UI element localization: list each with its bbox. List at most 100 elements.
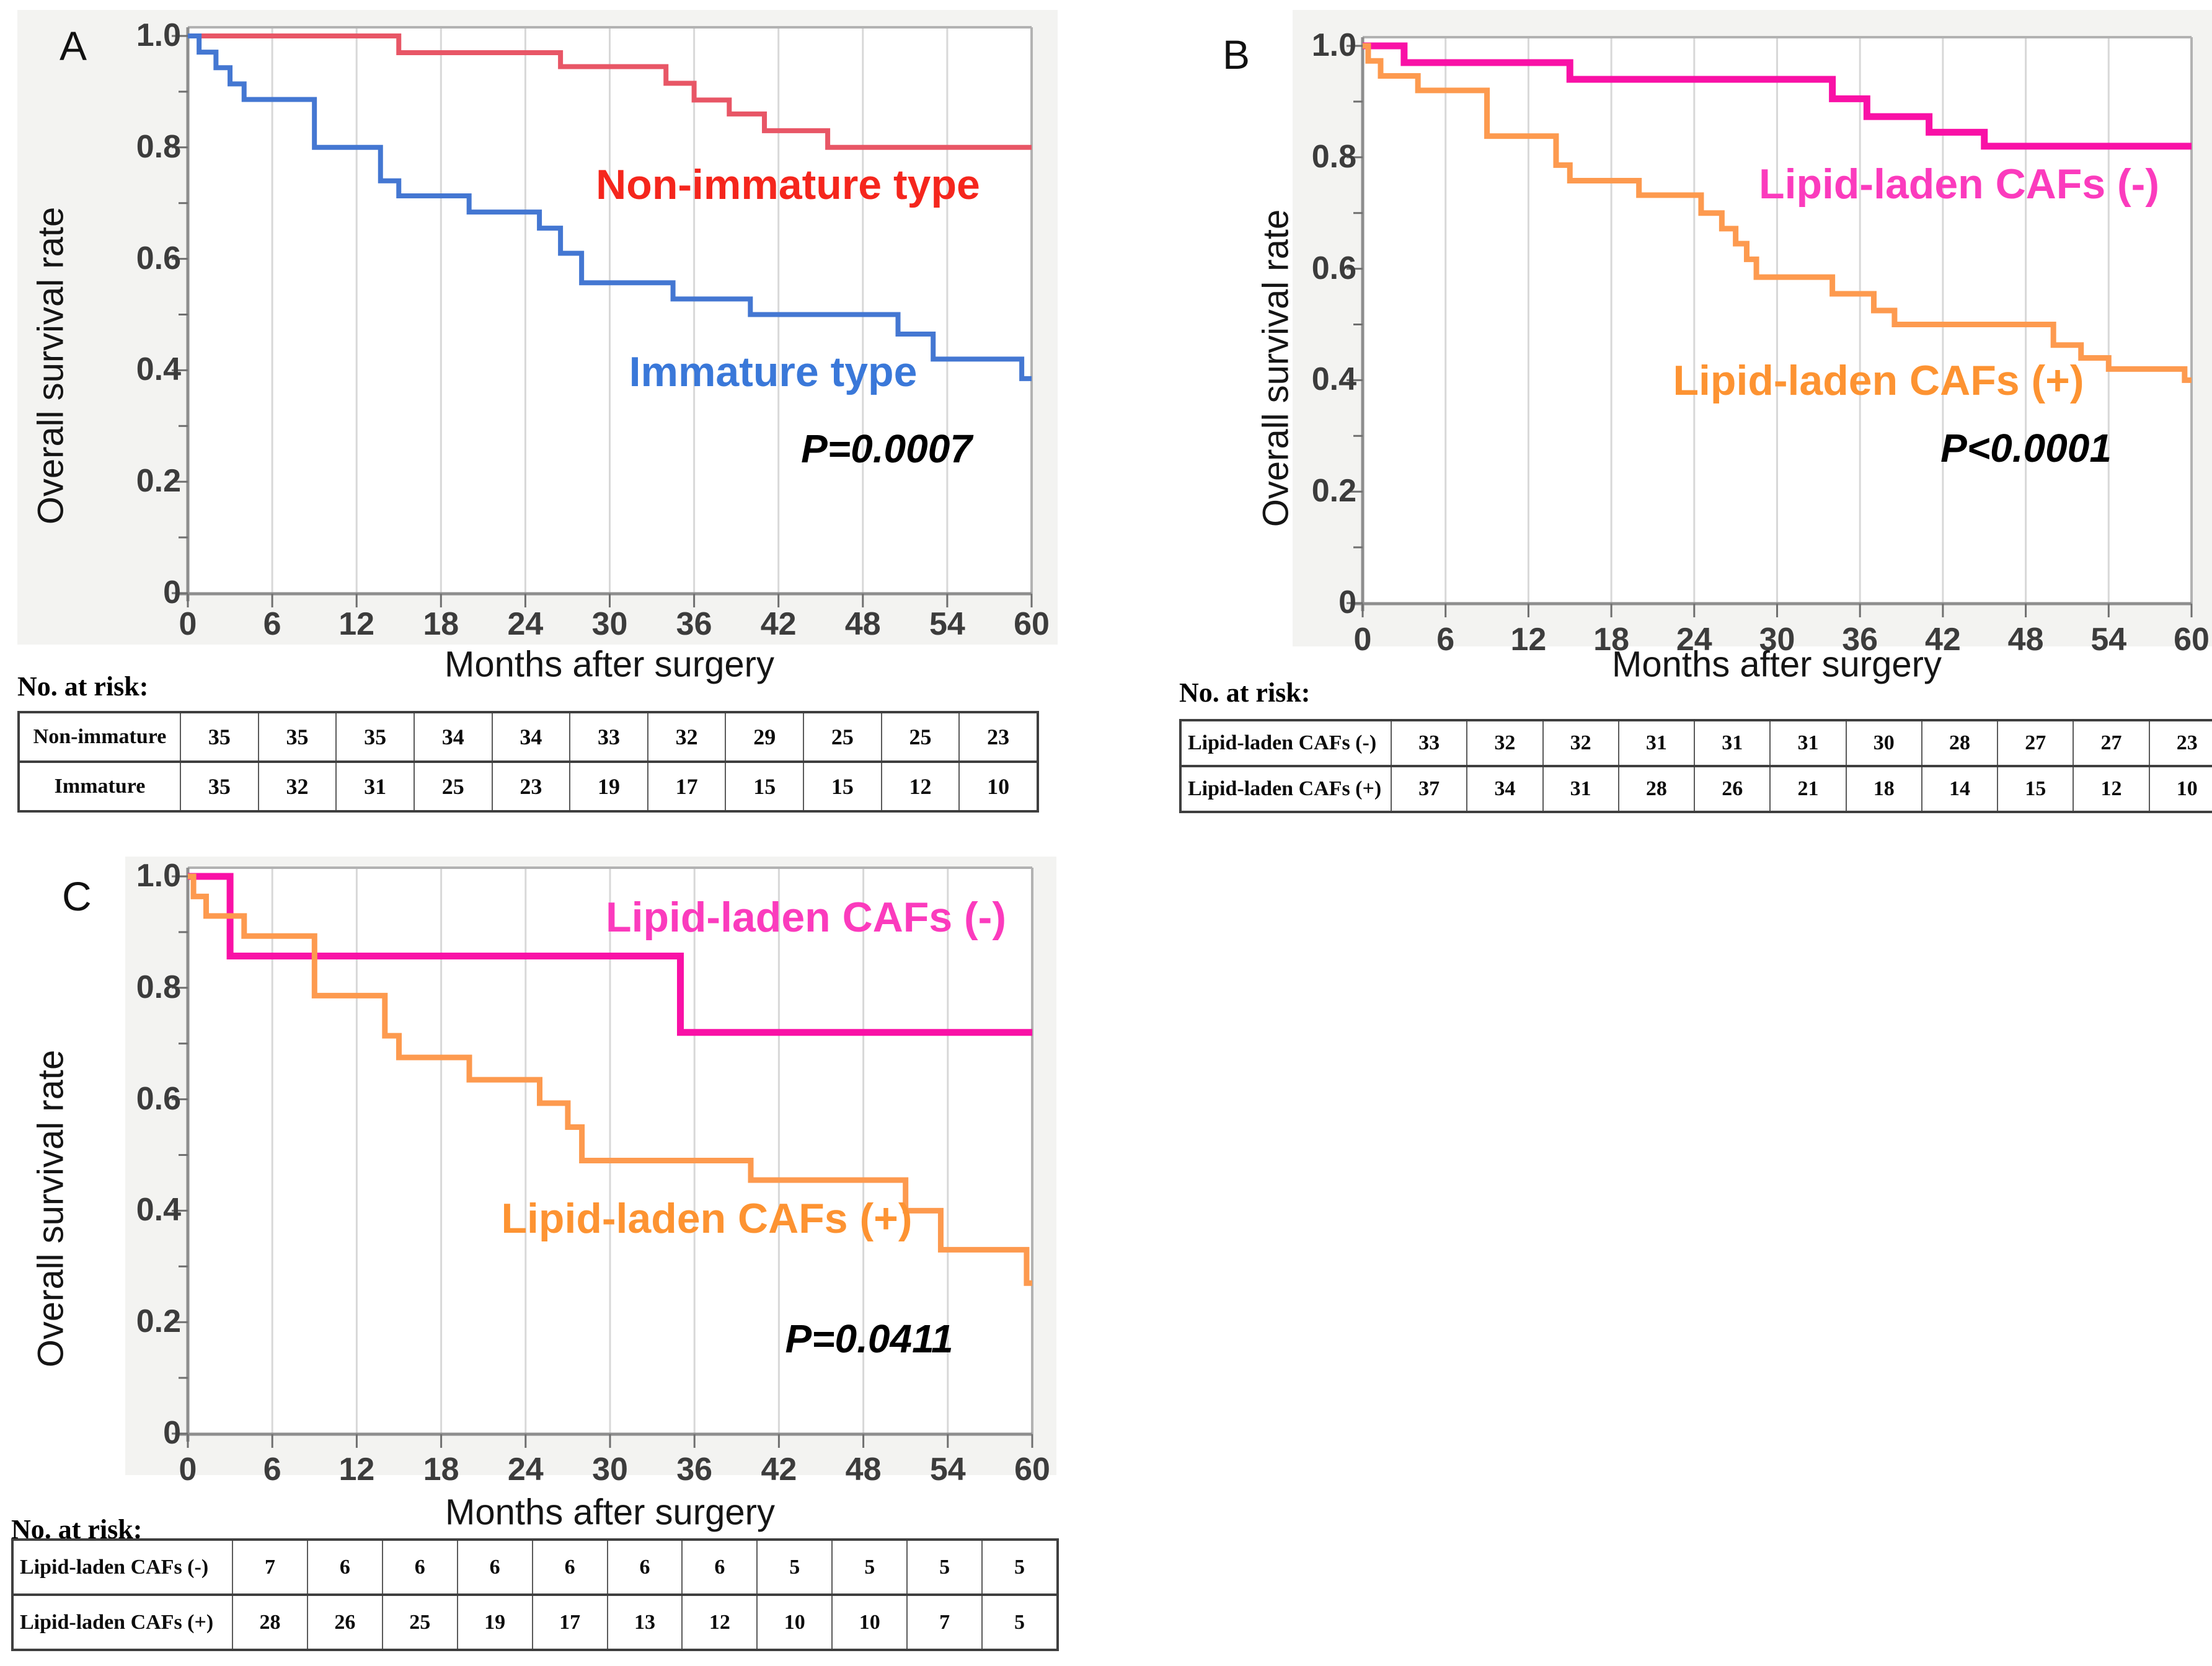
- x-tick-label: 24: [507, 606, 544, 642]
- x-tick-label: 18: [1593, 622, 1630, 658]
- risk-count-cell: 31: [1694, 720, 1771, 766]
- panel-b-y-axis-title: Overall survival rate: [1255, 209, 1296, 527]
- y-tick-label: 0.4: [136, 351, 181, 388]
- y-tick-label: 0.2: [1311, 473, 1356, 509]
- risk-count-cell: 17: [531, 1593, 608, 1650]
- risk-count-cell: 37: [1390, 765, 1467, 812]
- x-tick-label: 54: [929, 1452, 966, 1488]
- risk-count-cell: 34: [491, 712, 570, 762]
- risk-count-cell: 23: [491, 760, 570, 811]
- risk-row-label: Lipid-laden CAFs (+): [12, 1593, 232, 1650]
- x-tick-label: 0: [179, 1452, 197, 1488]
- risk-count-cell: 26: [1694, 765, 1771, 812]
- risk-table-row: Lipid-laden CAFs (+) 37 34 31 28 26 21 18 14 15 12…: [1180, 765, 2212, 812]
- risk-count-cell: 6: [681, 1540, 758, 1595]
- risk-count-cell: 19: [569, 760, 648, 811]
- risk-table-row: Lipid-laden CAFs (+) 28 26 25 19 17 13 12 10 10 7 5: [12, 1593, 1058, 1650]
- risk-count-cell: 25: [413, 760, 492, 811]
- risk-count-cell: 18: [1845, 765, 1922, 812]
- risk-count-cell: 35: [257, 712, 337, 762]
- x-tick-label: 42: [760, 606, 797, 642]
- risk-count-cell: 29: [725, 712, 803, 762]
- panel-b-risk-table-title: No. at risk:: [1179, 677, 1311, 708]
- risk-table-b: Lipid-laden CAFs (-) 33 32 32 31 31 31 30 28 27 27…: [1179, 719, 2212, 813]
- panel-a-x-axis-title: Months after surgery: [445, 644, 774, 685]
- x-tick-label: 18: [423, 606, 459, 642]
- risk-table-row: Lipid-laden CAFs (-) 33 32 32 31 31 31 30 28 27 27…: [1180, 720, 2212, 766]
- risk-count-cell: 31: [1617, 720, 1695, 766]
- risk-count-cell: 32: [1542, 720, 1619, 766]
- y-tick-label: 0.6: [136, 1080, 181, 1117]
- risk-count-cell: 15: [725, 760, 803, 811]
- risk-count-cell: 6: [606, 1540, 683, 1595]
- risk-count-cell: 26: [306, 1593, 383, 1650]
- x-tick-label: 24: [1676, 622, 1712, 658]
- curve-label-lipid-laden-cafs-pos-b: Lipid-laden CAFs (+): [1673, 357, 2084, 404]
- risk-count-cell: 5: [831, 1540, 908, 1595]
- risk-table-c: Lipid-laden CAFs (-) 7 6 6 6 6 6 6 5 5 5 5 Lipid-lad…: [11, 1538, 1059, 1651]
- risk-count-cell: 35: [335, 712, 414, 762]
- survival-curve-non-immature-type-a: [188, 33, 1032, 150]
- y-tick-label: 0.4: [136, 1192, 181, 1228]
- risk-count-cell: 7: [232, 1540, 307, 1595]
- y-tick-label: 0: [163, 575, 181, 610]
- x-tick-label: 30: [592, 1452, 628, 1488]
- risk-count-cell: 32: [1466, 720, 1543, 766]
- risk-row-label: Immature: [19, 760, 180, 811]
- panel-c-x-axis-title: Months after surgery: [445, 1492, 775, 1533]
- risk-count-cell: 27: [1997, 720, 2074, 766]
- risk-count-cell: 6: [531, 1540, 608, 1595]
- y-tick-label: 0: [1338, 584, 1356, 620]
- x-tick-label: 36: [676, 1452, 713, 1488]
- x-tick-label: 6: [263, 606, 281, 642]
- risk-count-cell: 33: [1390, 720, 1467, 766]
- risk-count-cell: 6: [456, 1540, 533, 1595]
- x-tick-label: 12: [338, 606, 375, 642]
- risk-count-cell: 5: [981, 1593, 1058, 1650]
- risk-count-cell: 34: [413, 712, 492, 762]
- risk-count-cell: 25: [803, 712, 882, 762]
- curve-label-immature-type: Immature type: [629, 348, 918, 395]
- panel-b-x-axis-title: Months after surgery: [1612, 644, 1942, 685]
- risk-count-cell: 35: [180, 712, 259, 762]
- x-tick-label: 60: [2174, 622, 2210, 658]
- y-tick-label: 0.8: [1311, 138, 1356, 175]
- risk-count-cell: 34: [1466, 765, 1543, 812]
- x-tick-label: 48: [2007, 622, 2044, 658]
- x-tick-label: 12: [1510, 622, 1547, 658]
- panel-c-letter: C: [62, 873, 92, 919]
- y-tick-label: 0.2: [136, 463, 181, 500]
- panel-b-letter: B: [1223, 32, 1250, 77]
- panel-a-y-axis-title: Overall survival rate: [30, 206, 71, 525]
- risk-count-cell: 15: [1997, 765, 2074, 812]
- y-tick-label: 0.6: [136, 240, 181, 276]
- risk-count-cell: 14: [1921, 765, 1998, 812]
- risk-row-label: Non-immature: [33, 725, 167, 748]
- risk-count-cell: 10: [831, 1593, 908, 1650]
- risk-count-cell: 30: [1845, 720, 1922, 766]
- risk-count-cell: 12: [880, 760, 960, 811]
- risk-count-cell: 32: [647, 712, 726, 762]
- risk-count-cell: 25: [381, 1593, 458, 1650]
- risk-count-cell: 25: [880, 712, 960, 762]
- x-tick-label: 42: [1924, 622, 1961, 658]
- x-tick-label: 6: [1436, 622, 1455, 658]
- panel-b-pvalue: P<0.0001: [1940, 426, 2112, 470]
- y-tick-label: 1.0: [1311, 27, 1356, 63]
- risk-count-cell: 6: [306, 1540, 383, 1595]
- y-tick-label: 0: [163, 1415, 181, 1451]
- risk-row-label: Lipid-laden CAFs (-): [20, 1555, 209, 1579]
- risk-count-cell: 31: [1769, 720, 1846, 766]
- y-tick-label: 1.0: [136, 17, 181, 53]
- x-tick-label: 48: [844, 606, 881, 642]
- risk-count-cell: 31: [335, 760, 414, 811]
- risk-count-cell: 33: [569, 712, 648, 762]
- x-tick-label: 54: [929, 606, 965, 642]
- x-tick-label: 42: [761, 1452, 797, 1488]
- x-tick-label: 60: [1014, 606, 1050, 642]
- x-tick-label: 54: [2090, 622, 2127, 658]
- risk-count-cell: 23: [958, 712, 1038, 762]
- y-tick-label: 0.4: [1311, 361, 1356, 398]
- risk-count-cell: 28: [1921, 720, 1998, 766]
